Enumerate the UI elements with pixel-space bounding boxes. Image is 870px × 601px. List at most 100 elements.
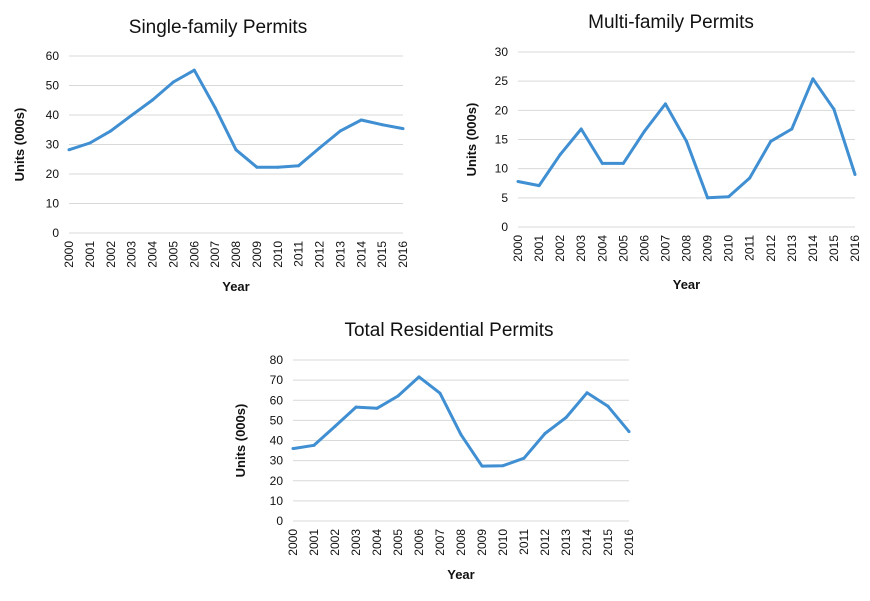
data-point [811,77,815,81]
data-point [171,80,175,84]
data-point [151,98,154,102]
x-tick-label: 2007 [433,529,447,556]
data-point [130,113,134,117]
data-point [234,148,238,152]
x-axis-label: Year [673,277,700,292]
x-tick-label: 2014 [354,241,368,268]
x-tick-label: 2006 [187,241,201,268]
x-tick-label: 2016 [622,529,636,556]
data-point [585,391,589,395]
x-tick-label: 2000 [511,235,525,262]
series-line [292,375,631,468]
y-tick-label: 80 [270,353,284,367]
data-point [558,153,562,157]
y-axis-label: Units (000s) [12,108,27,182]
x-tick-label: 2005 [616,235,630,262]
x-tick-label: 2012 [538,529,552,556]
data-point [727,195,731,199]
x-tick-label: 2004 [370,529,384,556]
series-line [68,68,404,169]
x-tick-label: 2013 [559,529,573,556]
chart-2: Multi-family Permits 0 5 10 15 20 25 30 2000 2001… [464,12,862,292]
data-point [663,102,667,106]
x-tick-label: 2001 [307,529,321,556]
x-tick-label: 2003 [125,241,139,268]
data-point [318,146,321,150]
x-tick-label: 2009 [250,241,264,268]
data-point [338,129,342,133]
data-point [359,118,363,122]
data-point [706,196,710,200]
y-tick-label: 25 [495,74,509,88]
y-tick-label: 0 [52,226,59,240]
x-tick-label: 2014 [806,235,820,262]
data-point [354,405,358,409]
data-point [832,107,836,111]
y-tick-label: 0 [276,514,283,528]
y-tick-label: 60 [270,393,284,407]
chart-title: Single-family Permits [129,17,307,38]
y-tick-label: 0 [501,220,508,234]
x-tick-label: 2010 [271,241,285,268]
x-tick-label: 2011 [743,235,757,261]
x-tick-label: 2005 [166,241,180,268]
data-point [501,464,505,468]
x-tick-label: 2011 [517,529,531,555]
x-tick-label: 2000 [286,529,300,556]
y-tick-label: 10 [270,494,284,508]
x-tick-label: 2002 [553,235,567,262]
y-tick-label: 5 [501,191,508,205]
data-point [853,173,857,176]
data-point [600,161,604,165]
x-tick-label: 2016 [848,235,862,262]
x-axis-label: Year [222,279,249,294]
data-point [621,161,625,165]
data-point [396,394,400,398]
data-point [642,129,646,133]
y-tick-label: 60 [46,49,60,63]
data-point [769,139,773,143]
data-point [67,148,71,152]
x-tick-label: 2010 [496,529,510,556]
x-tick-label: 2009 [701,235,715,262]
x-tick-label: 2001 [83,241,97,268]
x-tick-label: 2008 [229,241,243,268]
y-tick-label: 20 [270,474,284,488]
data-point [579,127,583,131]
x-tick-label: 2015 [827,235,841,262]
x-tick-label: 2000 [62,241,76,268]
y-tick-label: 10 [495,162,509,176]
data-point [748,176,752,180]
y-tick-label: 20 [46,167,60,181]
y-tick-label: 50 [270,413,284,427]
data-point [438,391,442,395]
y-axis-label: Units (000s) [464,103,479,177]
data-point [312,443,316,447]
data-point [401,127,405,131]
data-point [297,164,301,168]
data-point [417,375,421,379]
chart-title: Multi-family Permits [588,12,754,33]
x-tick-label: 2012 [764,235,778,262]
y-tick-label: 20 [495,103,509,117]
chart-1: Single-family Permits 0 10 20 30 40 50 60 2000 20… [12,17,410,294]
data-point [480,464,484,468]
x-tick-label: 2014 [580,529,594,556]
x-tick-label: 2003 [349,529,363,556]
data-point [606,404,610,408]
x-tick-label: 2009 [475,529,489,556]
y-axis-label: Units (000s) [233,404,248,478]
x-tick-label: 2006 [637,235,651,262]
x-tick-label: 2004 [595,235,609,262]
data-point [627,430,631,434]
data-point [543,431,547,435]
x-tick-label: 2002 [104,241,118,268]
data-point [564,416,568,420]
data-point [333,424,337,428]
series-line [517,77,857,200]
x-tick-label: 2001 [532,235,546,262]
x-tick-label: 2013 [785,235,799,262]
data-point [276,165,280,169]
x-tick-label: 2016 [396,241,410,268]
x-tick-label: 2008 [680,235,694,262]
